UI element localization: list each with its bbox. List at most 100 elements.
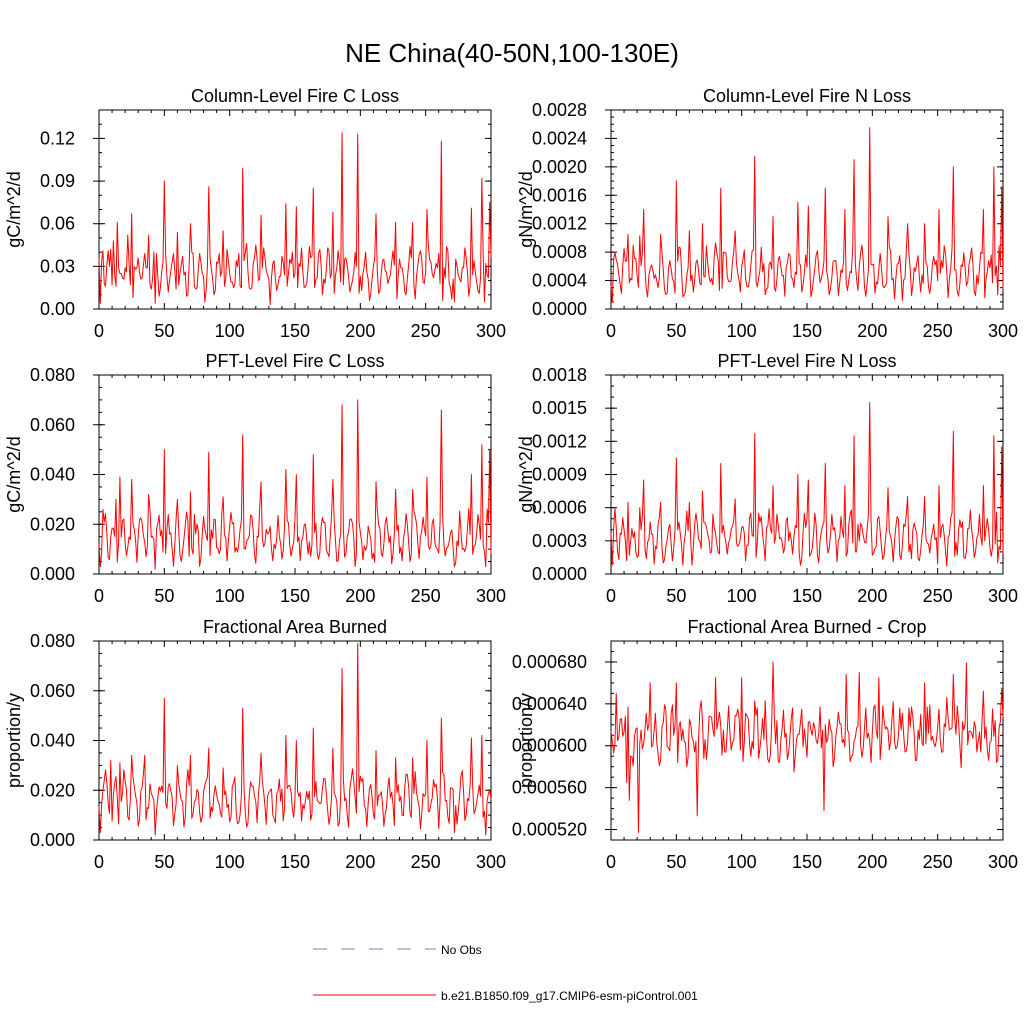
x-tick-label: 300 [988,586,1018,606]
y-tick-label: 0.000680 [512,652,587,672]
plot-frame [610,374,1004,575]
y-tick-label: 0.000600 [512,736,587,756]
series-line [98,132,492,306]
panel-title: PFT-Level Fire N Loss [717,351,896,371]
panel-3: 0 50 100 150 200 250 300 0.000 0.020 0.040 0.060 0.… [4,351,506,606]
series-line [610,127,1004,303]
y-tick-label: 0.020 [30,780,75,800]
x-tick-label: 50 [154,852,174,872]
x-tick-label: 0 [94,852,104,872]
y-axis-label: gN/m^2/d [516,436,536,512]
plot-frame [610,109,1004,310]
y-tick-label: 0.09 [40,171,75,191]
y-tick-label: 0.080 [30,365,75,385]
panel-title: Column-Level Fire C Loss [191,86,399,106]
y-tick-label: 0.000 [30,830,75,850]
y-tick-label: 0.0024 [532,128,587,148]
plot-frame [98,374,492,575]
x-tick-label: 0 [94,586,104,606]
x-tick-label: 150 [280,852,310,872]
y-axis-label: gC/m^2/d [4,171,24,247]
y-tick-label: 0.000 [30,564,75,584]
y-tick-label: 0.040 [30,465,75,485]
x-tick-label: 100 [215,852,245,872]
x-tick-label: 100 [727,852,757,872]
x-tick-label: 200 [345,586,375,606]
y-tick-label: 0.000560 [512,778,587,798]
y-tick-label: 0.0004 [532,271,587,291]
y-tick-label: 0.040 [30,731,75,751]
panel-1: 0 50 100 150 200 250 300 0.00 0.03 0.06 0.09 0.12 Co… [4,86,506,341]
y-tick-label: 0.020 [30,514,75,534]
x-tick-label: 150 [280,586,310,606]
panel-title: PFT-Level Fire C Loss [205,351,384,371]
x-tick-label: 0 [94,321,104,341]
x-tick-label: 250 [411,852,441,872]
y-tick-label: 0.080 [30,631,75,651]
y-tick-label: 0.0000 [532,299,587,319]
panel-4: 0 50 100 150 200 250 300 0.0000 0.0003 0.0006 0.00… [516,351,1018,606]
panel-5: 0 50 100 150 200 250 300 0.000 0.020 0.040 0.060 0.… [4,617,506,872]
y-tick-label: 0.03 [40,256,75,276]
series-line [98,642,492,836]
x-tick-label: 100 [727,321,757,341]
x-tick-label: 0 [606,321,616,341]
panel-title: Fractional Area Burned - Crop [687,617,926,637]
x-tick-label: 250 [923,852,953,872]
y-tick-label: 0.12 [40,128,75,148]
x-tick-label: 300 [988,321,1018,341]
y-axis-label: gN/m^2/d [516,171,536,247]
y-tick-label: 0.0003 [532,531,587,551]
x-tick-label: 250 [411,321,441,341]
x-tick-label: 200 [857,852,887,872]
series-line [610,402,1004,567]
x-tick-label: 150 [280,321,310,341]
x-tick-label: 200 [857,586,887,606]
x-tick-label: 0 [606,852,616,872]
y-tick-label: 0.0012 [532,431,587,451]
y-tick-label: 0.0000 [532,564,587,584]
y-tick-label: 0.0028 [532,100,587,120]
y-tick-label: 0.0020 [532,157,587,177]
x-tick-label: 50 [154,586,174,606]
legend: No Obs b.e21.B1850.f09_g17.CMIP6-esm-piC… [313,943,698,1003]
x-tick-label: 300 [476,852,506,872]
x-tick-label: 150 [792,586,822,606]
y-tick-label: 0.00 [40,299,75,319]
legend-obs-label: No Obs [441,943,482,957]
x-tick-label: 250 [923,321,953,341]
x-tick-label: 100 [727,586,757,606]
x-tick-label: 200 [857,321,887,341]
panel-title: Fractional Area Burned [203,617,387,637]
x-tick-label: 150 [792,852,822,872]
x-tick-label: 50 [666,586,686,606]
y-axis-label: proportion/y [4,693,24,788]
panel-6: 0 50 100 150 200 250 300 0.000520 0.000560 0.0006… [512,617,1018,872]
x-tick-label: 150 [792,321,822,341]
x-tick-label: 300 [476,321,506,341]
x-tick-label: 100 [215,321,245,341]
legend-model-label: b.e21.B1850.f09_g17.CMIP6-esm-piControl.… [441,989,698,1003]
x-tick-label: 300 [988,852,1018,872]
y-axis-label: gC/m^2/d [4,436,24,512]
x-tick-label: 100 [215,586,245,606]
y-tick-label: 0.0009 [532,465,587,485]
panel-2: 0 50 100 150 200 250 300 0.0000 0.0004 0.0008 0.00… [516,86,1018,341]
panel-title: Column-Level Fire N Loss [703,86,911,106]
y-tick-label: 0.0016 [532,185,587,205]
series-line [610,661,1004,834]
x-tick-label: 0 [606,586,616,606]
panels: 0 50 100 150 200 250 300 0.00 0.03 0.06 0.09 0.12 Co… [4,86,1018,872]
plot-frame [98,640,492,841]
y-tick-label: 0.0008 [532,242,587,262]
x-tick-label: 250 [923,586,953,606]
x-tick-label: 50 [666,852,686,872]
y-tick-label: 0.0012 [532,214,587,234]
x-tick-label: 200 [345,852,375,872]
y-tick-label: 0.06 [40,214,75,234]
y-tick-label: 0.060 [30,681,75,701]
y-tick-label: 0.000640 [512,694,587,714]
y-tick-label: 0.000520 [512,820,587,840]
y-tick-label: 0.060 [30,415,75,435]
